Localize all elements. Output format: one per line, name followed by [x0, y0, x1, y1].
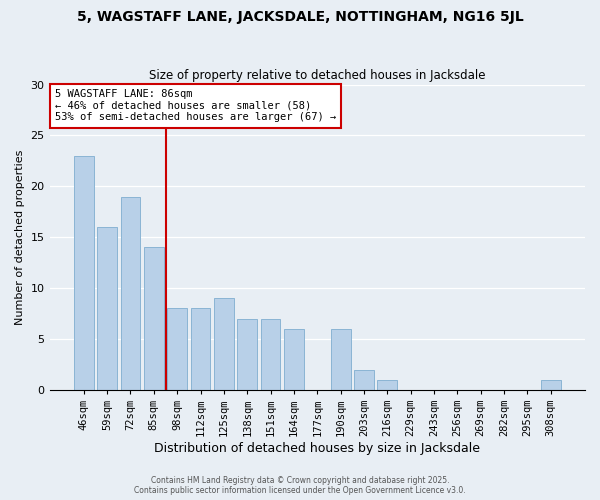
Bar [377, 380, 397, 390]
Bar [167, 308, 187, 390]
Bar [284, 329, 304, 390]
Text: 5 WAGSTAFF LANE: 86sqm
← 46% of detached houses are smaller (58)
53% of semi-det: 5 WAGSTAFF LANE: 86sqm ← 46% of detached… [55, 89, 336, 122]
Bar [354, 370, 374, 390]
Y-axis label: Number of detached properties: Number of detached properties [15, 150, 25, 325]
Bar [214, 298, 234, 390]
Bar [260, 318, 280, 390]
Bar [74, 156, 94, 390]
Bar [191, 308, 211, 390]
Text: 5, WAGSTAFF LANE, JACKSDALE, NOTTINGHAM, NG16 5JL: 5, WAGSTAFF LANE, JACKSDALE, NOTTINGHAM,… [77, 10, 523, 24]
Bar [121, 196, 140, 390]
Text: Contains HM Land Registry data © Crown copyright and database right 2025.
Contai: Contains HM Land Registry data © Crown c… [134, 476, 466, 495]
Bar [541, 380, 560, 390]
X-axis label: Distribution of detached houses by size in Jacksdale: Distribution of detached houses by size … [154, 442, 480, 455]
Bar [238, 318, 257, 390]
Title: Size of property relative to detached houses in Jacksdale: Size of property relative to detached ho… [149, 69, 485, 82]
Bar [331, 329, 350, 390]
Bar [144, 248, 164, 390]
Bar [97, 227, 117, 390]
